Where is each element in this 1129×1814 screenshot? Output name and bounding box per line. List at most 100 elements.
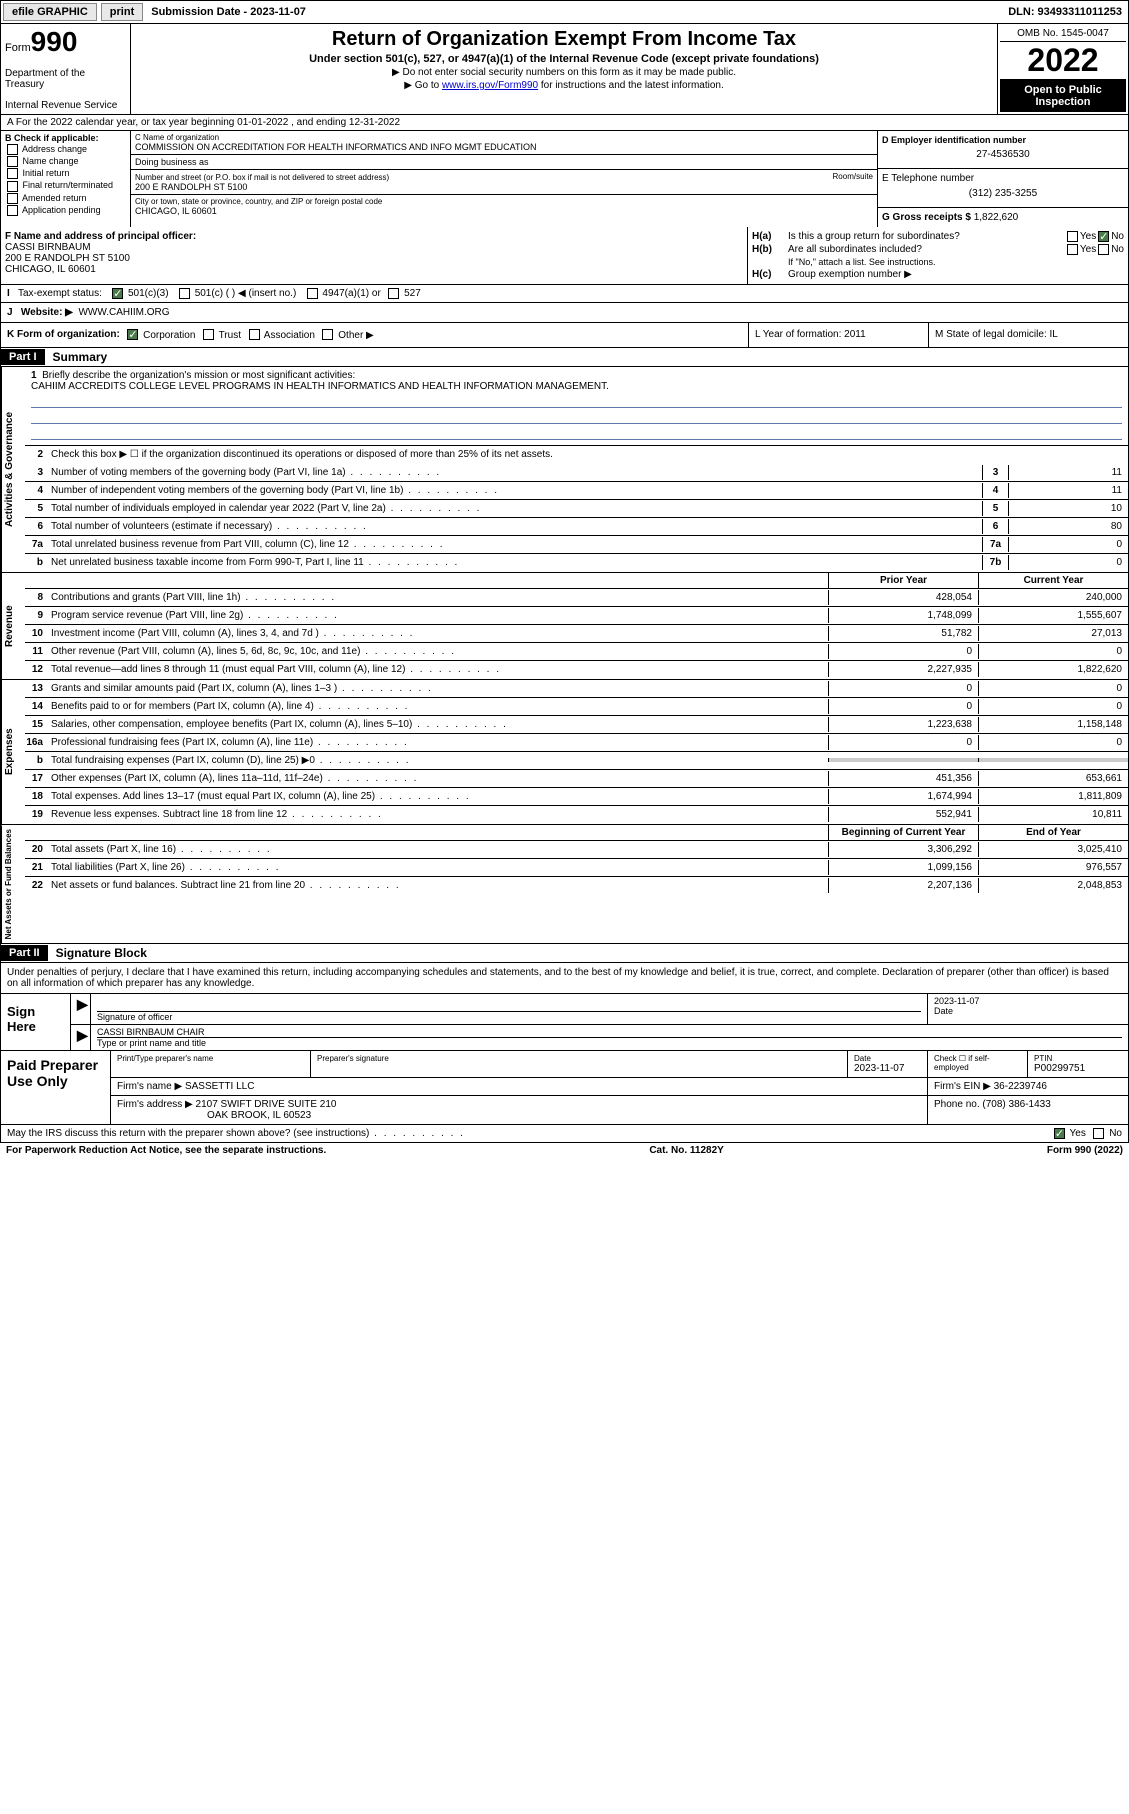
vtab-governance: Activities & Governance: [1, 367, 25, 572]
table-row: 18Total expenses. Add lines 13–17 (must …: [25, 788, 1128, 806]
chk-corp[interactable]: Corporation: [125, 330, 195, 341]
sign-date: 2023-11-07: [934, 996, 1122, 1006]
vtab-revenue: Revenue: [1, 573, 25, 679]
sign-here-block: Sign Here ▶ Signature of officer 2023-11…: [0, 994, 1129, 1051]
principal-officer: F Name and address of principal officer:…: [1, 227, 748, 284]
table-row: 22Net assets or fund balances. Subtract …: [25, 877, 1128, 895]
officer-addr1: 200 E RANDOLPH ST 5100: [5, 253, 743, 264]
declaration-text: Under penalties of perjury, I declare th…: [0, 963, 1129, 994]
chk-amended[interactable]: Amended return: [5, 193, 126, 204]
dba-cell: Doing business as: [131, 155, 877, 170]
irs-label: Internal Revenue Service: [5, 100, 126, 111]
header-right: OMB No. 1545-0047 2022 Open to Public In…: [998, 24, 1128, 114]
cat-no: Cat. No. 11282Y: [649, 1145, 723, 1156]
col-de: D Employer identification number 27-4536…: [878, 131, 1128, 227]
line6-val: 80: [1008, 519, 1128, 534]
chk-trust[interactable]: Trust: [201, 330, 241, 341]
chk-name-change[interactable]: Name change: [5, 156, 126, 167]
phone-cell: E Telephone number (312) 235-3255: [878, 169, 1128, 208]
col-b-checkboxes: B Check if applicable: Address change Na…: [1, 131, 131, 227]
chk-initial-return[interactable]: Initial return: [5, 168, 126, 179]
chk-assoc[interactable]: Association: [247, 330, 315, 341]
bottom-line: For Paperwork Reduction Act Notice, see …: [0, 1143, 1129, 1158]
ein-cell: D Employer identification number 27-4536…: [878, 131, 1128, 169]
form-prefix: Form: [5, 42, 31, 54]
col-c-org-info: C Name of organization COMMISSION ON ACC…: [131, 131, 878, 227]
chk-final-return[interactable]: Final return/terminated: [5, 180, 126, 191]
open-public-badge: Open to Public Inspection: [1000, 80, 1126, 112]
table-row: 21Total liabilities (Part X, line 26)1,0…: [25, 859, 1128, 877]
officer-name-title: CASSI BIRNBAUM CHAIR: [97, 1027, 1122, 1037]
row-j-website: J Website: ▶ WWW.CAHIIM.ORG: [0, 303, 1129, 323]
vtab-net-assets: Net Assets or Fund Balances: [1, 825, 25, 943]
table-row: 13Grants and similar amounts paid (Part …: [25, 680, 1128, 698]
phone-value: (312) 235-3255: [882, 184, 1124, 203]
ha-no[interactable]: No: [1096, 231, 1124, 242]
paid-preparer-label: Paid Preparer Use Only: [1, 1051, 111, 1124]
row-a-tax-year: A For the 2022 calendar year, or tax yea…: [0, 115, 1129, 131]
tax-year: 2022: [1000, 42, 1126, 80]
org-name-cell: C Name of organization COMMISSION ON ACC…: [131, 131, 877, 155]
prep-date: 2023-11-07: [854, 1063, 921, 1074]
ha-yes[interactable]: Yes: [1065, 231, 1096, 242]
header-middle: Return of Organization Exempt From Incom…: [131, 24, 998, 114]
state-domicile: M State of legal domicile: IL: [928, 323, 1128, 346]
form-header: Form990 Department of the Treasury Inter…: [0, 24, 1129, 115]
gross-receipts-cell: G Gross receipts $ 1,822,620: [878, 208, 1128, 227]
officer-addr2: CHICAGO, IL 60601: [5, 264, 743, 275]
paid-preparer-block: Paid Preparer Use Only Print/Type prepar…: [0, 1051, 1129, 1125]
row-k-form-org: K Form of organization: Corporation Trus…: [0, 323, 1129, 347]
chk-527[interactable]: 527: [386, 288, 420, 299]
ptin-value: P00299751: [1034, 1063, 1122, 1074]
irs-link[interactable]: www.irs.gov/Form990: [442, 80, 538, 91]
sign-here-label: Sign Here: [1, 994, 71, 1050]
hb-no[interactable]: No: [1096, 244, 1124, 255]
discuss-yes[interactable]: Yes: [1052, 1128, 1086, 1139]
chk-501c3[interactable]: 501(c)(3): [110, 288, 168, 299]
header-left: Form990 Department of the Treasury Inter…: [1, 24, 131, 114]
firm-ein: 36-2239746: [994, 1081, 1047, 1092]
submission-date: Submission Date - 2023-11-07: [145, 4, 312, 20]
activities-governance: Activities & Governance 1 Briefly descri…: [0, 367, 1129, 573]
form-number: 990: [31, 26, 78, 57]
dept-treasury: Department of the Treasury: [5, 68, 126, 90]
street-cell: Number and street (or P.O. box if mail i…: [131, 170, 877, 195]
table-row: 8Contributions and grants (Part VIII, li…: [25, 589, 1128, 607]
print-button[interactable]: print: [101, 3, 143, 21]
form-ref: Form 990 (2022): [1047, 1145, 1123, 1156]
discuss-row: May the IRS discuss this return with the…: [0, 1125, 1129, 1143]
net-headers: Beginning of Current Year End of Year: [25, 825, 1128, 841]
chk-other[interactable]: Other ▶: [320, 330, 373, 341]
efile-button[interactable]: efile GRAPHIC: [3, 3, 97, 21]
top-bar: efile GRAPHIC print Submission Date - 20…: [0, 0, 1129, 24]
year-formation: L Year of formation: 2011: [748, 323, 928, 346]
gross-receipts-value: 1,822,620: [974, 212, 1019, 223]
table-row: bTotal fundraising expenses (Part IX, co…: [25, 752, 1128, 770]
net-assets-section: Net Assets or Fund Balances Beginning of…: [0, 825, 1129, 944]
expenses-section: Expenses 13Grants and similar amounts pa…: [0, 680, 1129, 825]
chk-501c[interactable]: 501(c) ( ) ◀ (insert no.): [177, 288, 296, 299]
chk-app-pending[interactable]: Application pending: [5, 205, 126, 216]
chk-address-change[interactable]: Address change: [5, 144, 126, 155]
line3-val: 11: [1008, 465, 1128, 480]
revenue-section: Revenue Prior Year Current Year 8Contrib…: [0, 573, 1129, 680]
discuss-no[interactable]: No: [1091, 1128, 1122, 1139]
hb-yes[interactable]: Yes: [1065, 244, 1096, 255]
goto-note: ▶ Go to www.irs.gov/Form990 for instruct…: [135, 80, 993, 91]
section-bcdeg: B Check if applicable: Address change Na…: [0, 131, 1129, 227]
firm-phone: (708) 386-1433: [982, 1099, 1050, 1110]
chk-4947[interactable]: 4947(a)(1) or: [305, 288, 381, 299]
table-row: 10Investment income (Part VIII, column (…: [25, 625, 1128, 643]
row-i-tax-status: I Tax-exempt status: 501(c)(3) 501(c) ( …: [0, 285, 1129, 303]
officer-name: CASSI BIRNBAUM: [5, 242, 743, 253]
table-row: 20Total assets (Part X, line 16)3,306,29…: [25, 841, 1128, 859]
table-row: 14Benefits paid to or for members (Part …: [25, 698, 1128, 716]
col-h-group: H(a) Is this a group return for subordin…: [748, 227, 1128, 284]
table-row: 17Other expenses (Part IX, column (A), l…: [25, 770, 1128, 788]
org-name: COMMISSION ON ACCREDITATION FOR HEALTH I…: [135, 142, 873, 152]
form-subtitle: Under section 501(c), 527, or 4947(a)(1)…: [135, 53, 993, 65]
mission-row: 1 Briefly describe the organization's mi…: [25, 367, 1128, 446]
part1-header: Part I Summary: [0, 348, 1129, 367]
revenue-headers: Prior Year Current Year: [25, 573, 1128, 589]
street-address: 200 E RANDOLPH ST 5100: [135, 182, 873, 192]
